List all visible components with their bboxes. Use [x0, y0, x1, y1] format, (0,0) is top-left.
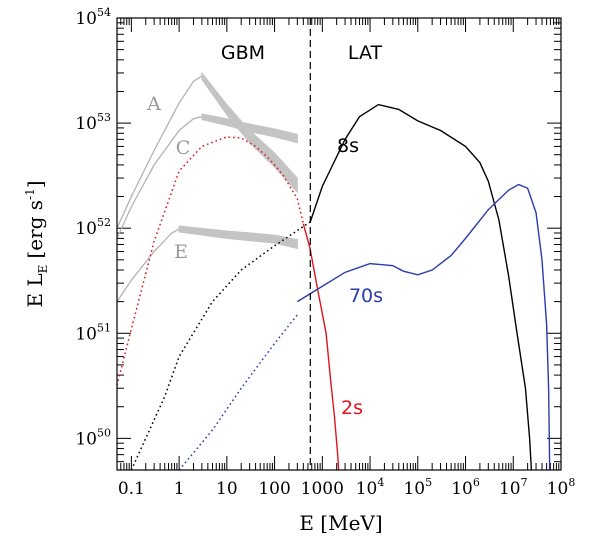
y-tick-label: 1054 [75, 6, 111, 29]
lat-label: LAT [348, 42, 383, 64]
tick-labels: 0.1 1 10 100 1000 104 105 106 107 108 1050 1051 1052… [75, 6, 575, 499]
series-8s-line [309, 103, 533, 471]
x-tick-label: 104 [356, 476, 385, 499]
y-axis-label-unit-exp: -1 [23, 188, 37, 200]
x-tick-label: 105 [403, 476, 432, 499]
spectrum-c-curve [116, 116, 203, 239]
spectrum-a-curve [116, 75, 203, 229]
tick-marks [116, 17, 562, 470]
gbm-label: GBM [221, 42, 265, 64]
x-tick-label: 10 [216, 479, 238, 499]
plot-frame [116, 17, 562, 471]
svg-text:E LE[erg s-1]: E LE [erg s-1] [23, 180, 50, 307]
y-axis-label-unit-close: ] [23, 180, 47, 188]
prompt-spectra: AC E [116, 71, 298, 303]
series-70s-label: 70s [349, 285, 383, 307]
spectrum-c-band [201, 113, 298, 144]
y-axis-label-sub: E [36, 265, 50, 274]
series-8s-label: 8s [337, 135, 359, 157]
y-tick-label: 1053 [75, 111, 111, 134]
series-8s-dotted [130, 221, 311, 471]
x-tick-label: 108 [547, 476, 576, 499]
x-tick-label: 100 [258, 479, 290, 499]
y-axis-label: E LE [erg s-1] [23, 180, 50, 307]
spectrum-c-label: C [176, 137, 191, 159]
x-tick-label: 0.1 [118, 479, 145, 499]
x-tick-label: 1 [174, 479, 185, 499]
series-2s-dotted [116, 136, 305, 386]
spectrum-e-band [178, 225, 298, 250]
y-axis-label-main: E L [23, 273, 47, 307]
x-axis-label: E [MeV] [299, 511, 382, 535]
y-tick-label: 1052 [75, 216, 111, 239]
series-70s-line [296, 183, 551, 471]
spectrum-e-label: E [174, 241, 188, 263]
series-2s-label: 2s [341, 397, 363, 419]
spectral-series: 2s 8s 70s [116, 103, 551, 471]
series-2s-line [302, 223, 340, 471]
y-tick-label: 1051 [75, 321, 111, 344]
series-70s-dotted [178, 314, 298, 471]
y-tick-label: 1050 [75, 426, 111, 449]
x-tick-label: 1000 [301, 479, 344, 499]
y-axis-label-unit: [erg s [23, 200, 47, 259]
spectrum-e-curve [116, 228, 180, 303]
x-tick-label: 106 [451, 476, 480, 499]
spectrum-a-label: A [146, 93, 161, 115]
x-tick-label: 107 [499, 476, 528, 499]
